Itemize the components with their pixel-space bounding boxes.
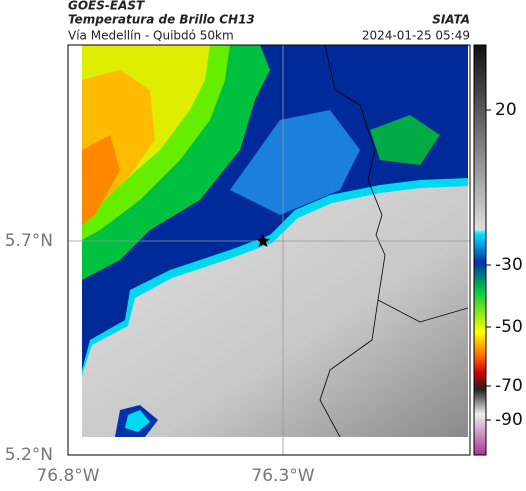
location-marker	[256, 234, 270, 247]
satellite-image	[82, 45, 468, 437]
lat-label: 5.7°N	[5, 231, 53, 251]
lat-label: 5.2°N	[5, 445, 53, 465]
colorbar-tick-label: 20	[495, 100, 517, 120]
colorbar-tick-label: -90	[495, 410, 523, 430]
colorbar-tick-label: -50	[495, 317, 523, 337]
colorbar-tick-label: -70	[495, 376, 523, 396]
product: GOES-EAST	[68, 0, 145, 13]
lon-label: 76.3°W	[251, 466, 314, 486]
colorbar-tick-label: -30	[495, 255, 523, 275]
subtitle: Vía Medellín - Quibdó 50km	[68, 29, 234, 43]
timestamp: 2024-01-25 05:49	[362, 29, 470, 43]
title: Temperatura de Brillo CH13	[68, 13, 255, 27]
source: SIATA	[432, 13, 470, 27]
lon-label: 76.8°W	[36, 466, 99, 486]
colorbar	[473, 44, 487, 456]
